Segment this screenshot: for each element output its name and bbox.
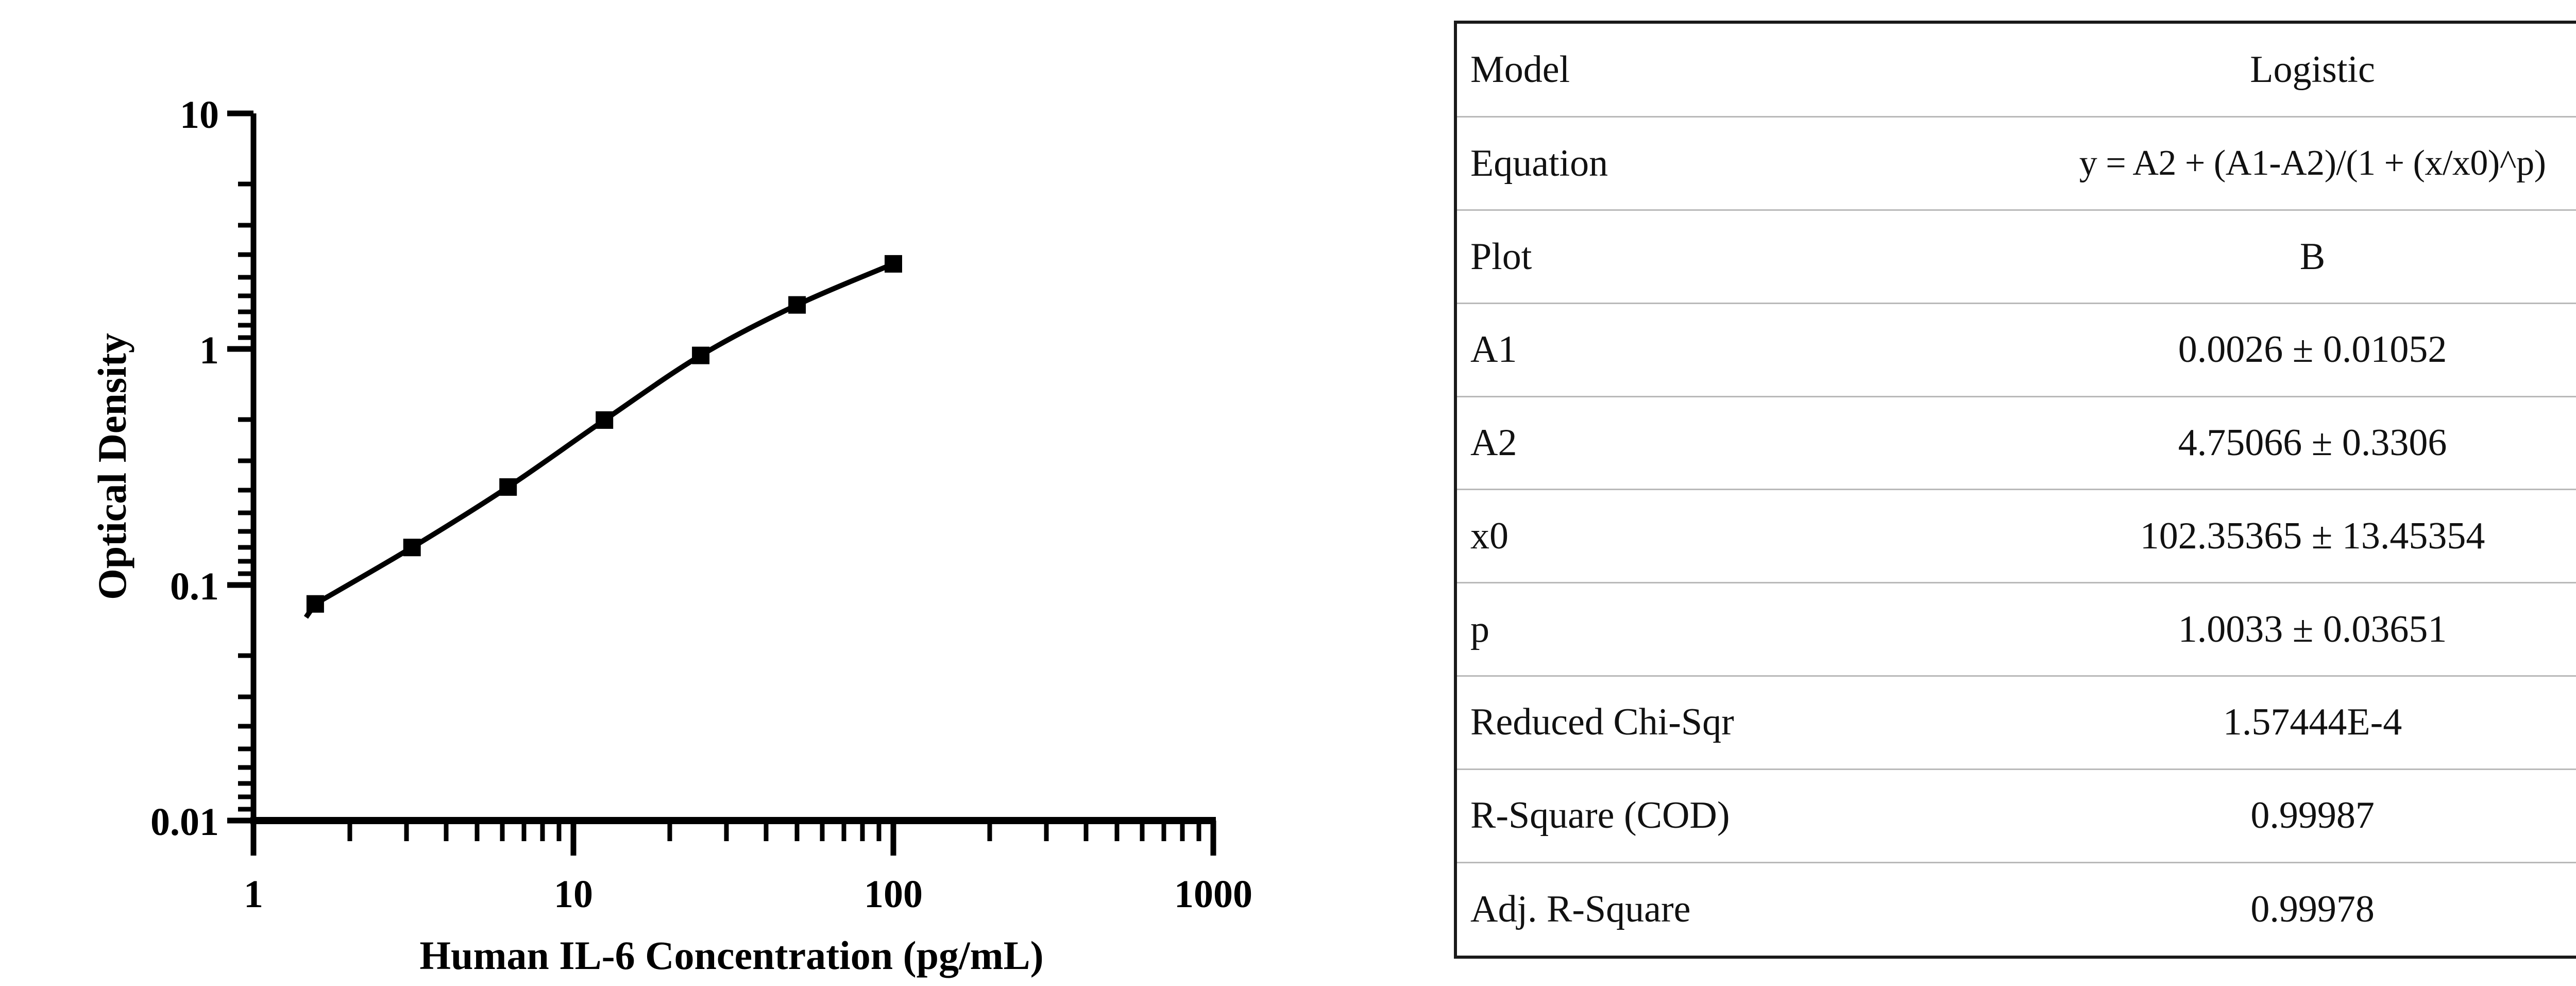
y-axis-minor-ticks [238, 181, 253, 812]
param-value-cell: B [1933, 210, 2576, 304]
param-name-cell: Adj. R-Square [1470, 888, 1691, 930]
table-row: Adj. R-Square 0.99978 [1455, 862, 2576, 957]
x-tick-label-100: 100 [864, 873, 923, 916]
data-point-marker [306, 595, 324, 613]
data-point-marker [403, 539, 421, 557]
series-line-B [303, 261, 894, 619]
param-name-cell: x0 [1455, 489, 1933, 584]
fit-parameters-panel: Model Logistic Equation y = A2 + (A1-A2)/(1… [1454, 21, 2576, 959]
series-markers-B [306, 255, 902, 613]
param-value-cell: 1.0033 ± 0.03651 [1933, 582, 2576, 677]
param-name-cell: A1 [1455, 303, 1933, 397]
param-name-cell: Model [1455, 22, 1933, 118]
y-tick-label-1: 1 [199, 329, 219, 372]
table-row: R-Square (COD) 0.99987 [1455, 769, 2576, 863]
param-name-cell: Reduced Chi-Sqr [1455, 676, 1933, 770]
y-tick-label-0.01: 0.01 [150, 800, 219, 844]
x-tick-label-1: 1 [244, 873, 263, 916]
param-value-cell: 102.35365 ± 13.45354 [1933, 489, 2576, 584]
param-name-cell: Equation [1455, 116, 1933, 211]
x-axis-minor-ticks [347, 821, 1201, 841]
param-name-cell: p [1455, 582, 1933, 677]
y-axis-title: Optical Density [90, 333, 134, 600]
data-point-marker [596, 411, 614, 429]
data-point-marker [692, 346, 710, 364]
table-row: A1 0.0026 ± 0.01052 [1455, 303, 2576, 397]
table-row: p 1.0033 ± 0.03651 [1455, 582, 2576, 677]
data-point-marker [885, 255, 902, 273]
x-axis-major-ticks [250, 821, 1216, 856]
calibration-curve-chart: 10 1 0.1 0.01 1 10 100 1000 Optical Dens… [90, 93, 1252, 978]
table-row: x0 102.35365 ± 13.45354 [1455, 489, 2576, 584]
table-row: Reduced Chi-Sqr 1.57444E-4 [1455, 676, 2576, 770]
param-value-cell: Logistic [1933, 22, 2576, 118]
param-value-cell: y = A2 + (A1-A2)/(1 + (x/x0)^p) [1933, 116, 2576, 211]
x-tick-label-1000: 1000 [1174, 873, 1252, 916]
param-name-cell: R-Square (COD) [1455, 769, 1933, 863]
table-row: Model Logistic [1455, 22, 2576, 118]
table-row: A2 4.75066 ± 0.3306 [1455, 396, 2576, 491]
y-tick-label-10: 10 [180, 93, 219, 137]
param-value-cell: 0.0026 ± 0.01052 [1933, 303, 2576, 397]
series-B [303, 255, 902, 619]
x-axis-title: Human IL-6 Concentration (pg/mL) [419, 933, 1043, 978]
param-value-cell: 1.57444E-4 [1933, 676, 2576, 770]
table-row: Equation y = A2 + (A1-A2)/(1 + (x/x0)^p) [1455, 116, 2576, 211]
param-name-cell: A2 [1455, 396, 1933, 491]
data-point-marker [788, 296, 806, 314]
y-axis-major-ticks [227, 110, 253, 824]
fit-table-body: Model Logistic Equation y = A2 + (A1-A2)/(1… [1455, 22, 2576, 957]
chart-canvas: 10 1 0.1 0.01 1 10 100 1000 Optical Dens… [90, 93, 1252, 978]
data-point-marker [499, 478, 517, 496]
param-value-cell: 4.75066 ± 0.3306 [1933, 396, 2576, 491]
param-value-cell: 0.99978 [2250, 888, 2375, 930]
param-value-cell: 0.99987 [1933, 769, 2576, 863]
param-name-cell: Plot [1455, 210, 1933, 304]
y-tick-label-0.1: 0.1 [170, 565, 219, 608]
table-row: Plot B [1455, 210, 2576, 304]
x-tick-label-10: 10 [554, 873, 593, 916]
fit-parameters-table: Model Logistic Equation y = A2 + (A1-A2)/(1… [1454, 21, 2576, 959]
